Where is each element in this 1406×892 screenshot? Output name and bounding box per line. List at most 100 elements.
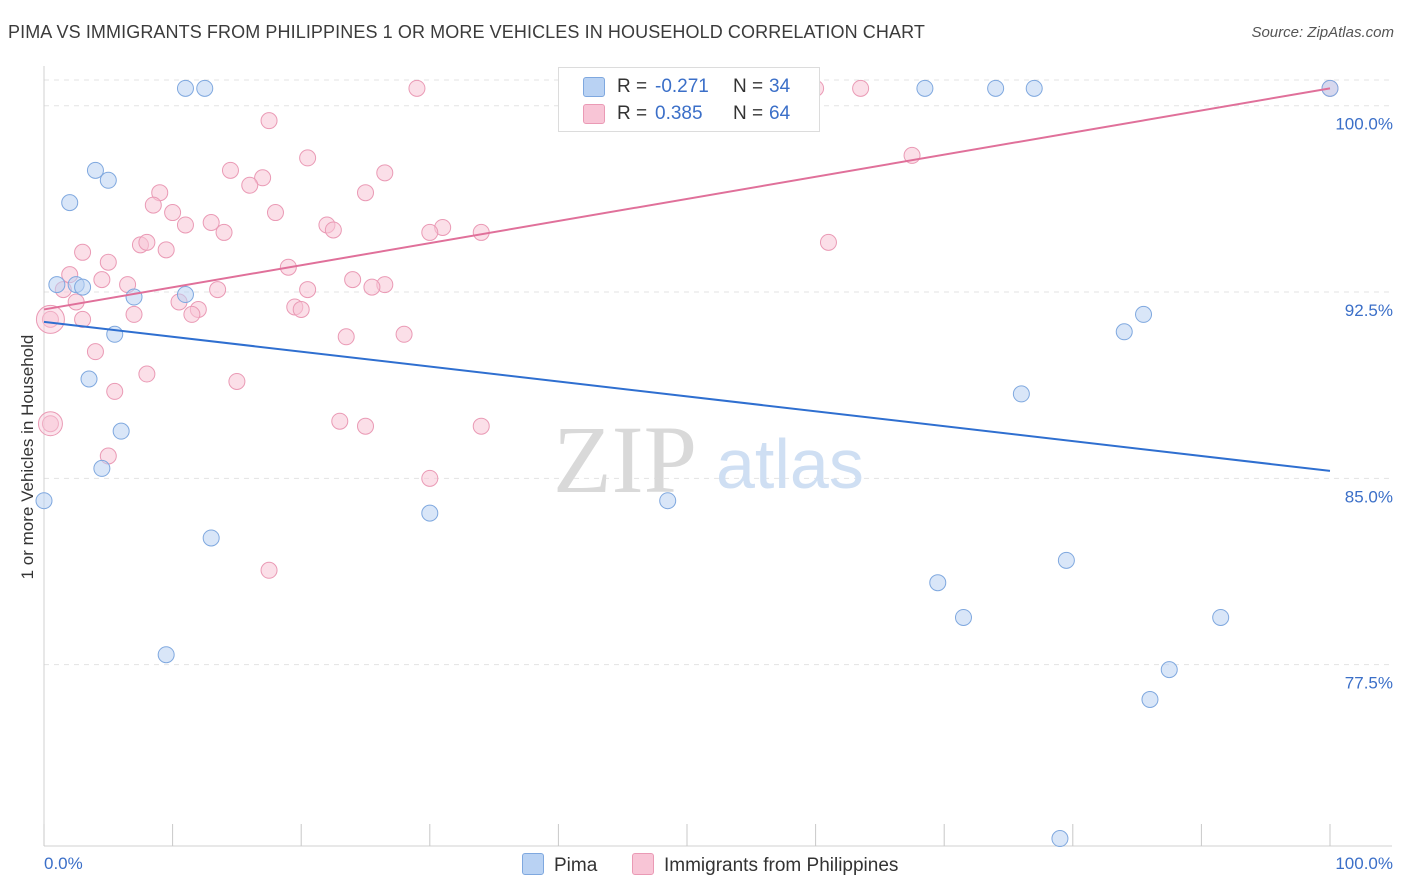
philippines-point [74, 310, 92, 328]
y-tick-label: 85.0% [1345, 487, 1393, 506]
n-label: N = [733, 76, 764, 97]
pima-point [659, 492, 677, 510]
pima-point [1012, 385, 1030, 403]
pima-point [176, 286, 194, 304]
philippines-point [395, 325, 413, 343]
y-axis-label: 1 or more Vehicles in Household [18, 334, 37, 580]
pima-swatch [583, 77, 605, 97]
r-value: 0.385 [655, 103, 703, 124]
pima-point [35, 492, 53, 510]
pima-point [1025, 79, 1043, 97]
r-label: R = [617, 103, 648, 124]
watermark-zip: ZIP [553, 406, 697, 513]
philippines-point [408, 79, 426, 97]
bottom-legend-pima: Pima [522, 853, 597, 877]
pima-point [196, 79, 214, 97]
philippines-point [74, 243, 92, 261]
philippines-point-large [37, 411, 63, 437]
data-points [35, 79, 1339, 848]
philippines-point [183, 305, 201, 323]
philippines-point [324, 221, 342, 239]
philippines-point [357, 417, 374, 435]
watermark: ZIP atlas [553, 406, 864, 513]
pima-point [74, 278, 92, 296]
philippines-point [138, 233, 156, 251]
bottom-legend-philippines: Immigrants from Philippines [632, 853, 898, 877]
r-label: R = [617, 76, 648, 97]
philippines-point [299, 149, 317, 167]
philippines-point [138, 365, 156, 383]
philippines-point [260, 561, 278, 579]
pima-point [987, 79, 1005, 97]
philippines-point [363, 278, 381, 296]
pima-point [99, 171, 117, 189]
pima-point [80, 370, 98, 388]
x-tick-label: 0.0% [44, 854, 83, 873]
philippines-point [209, 281, 227, 299]
y-tick-label: 100.0% [1335, 115, 1393, 134]
philippines-point [299, 281, 317, 299]
n-label: N = [733, 103, 764, 124]
n-value: 64 [769, 103, 791, 124]
philippines-point [344, 271, 362, 289]
x-tick-label: 100.0% [1335, 854, 1393, 873]
pima-legend-label: Pima [554, 855, 598, 876]
y-tick-label: 77.5% [1345, 674, 1393, 693]
pima-point [86, 161, 104, 179]
philippines-point [176, 216, 194, 234]
philippines-point [260, 112, 278, 130]
philippines-point [254, 169, 272, 187]
pima-point [1160, 661, 1178, 679]
philippines-trend-line [43, 87, 1331, 311]
philippines-point [292, 300, 310, 318]
pima-point [112, 422, 130, 440]
pima-point [929, 574, 947, 592]
pima-point [421, 504, 439, 522]
philippines-point [421, 223, 439, 241]
pima-trend-line [43, 320, 1331, 472]
pima-point [48, 276, 66, 294]
pima-point [1212, 608, 1230, 626]
philippines-point [164, 204, 182, 222]
pima-point [1141, 690, 1159, 708]
philippines-point [421, 469, 439, 487]
source-attribution: Source: ZipAtlas.com [1251, 24, 1394, 41]
pima-point [202, 529, 220, 547]
philippines-point [86, 343, 104, 361]
philippines-point [331, 412, 349, 430]
pima-legend-swatch [522, 853, 544, 875]
philippines-point [93, 271, 111, 289]
pima-point [1115, 323, 1133, 341]
stats-legend: R = -0.271 N = 34 R = 0.385 N = 64 [558, 67, 820, 132]
philippines-point [228, 372, 246, 390]
chart-title: PIMA VS IMMIGRANTS FROM PHILIPPINES 1 OR… [8, 22, 925, 42]
pima-point [61, 194, 79, 212]
r-value: -0.271 [655, 76, 709, 97]
y-tick-label: 92.5% [1345, 301, 1393, 320]
pima-point [176, 79, 194, 97]
philippines-point [221, 161, 239, 179]
philippines-swatch [583, 104, 605, 124]
tick-labels: 77.5% 85.0% 92.5% 100.0% 0.0% 100.0% [44, 115, 1393, 873]
pima-point [125, 288, 143, 306]
philippines-point [157, 241, 175, 259]
n-value: 34 [769, 76, 791, 97]
philippines-legend-swatch [632, 853, 654, 875]
philippines-point [376, 164, 394, 182]
philippines-point [241, 176, 259, 194]
philippines-point [144, 196, 162, 214]
pima-point [1051, 830, 1069, 848]
philippines-point [41, 415, 59, 433]
trend-lines [43, 87, 1331, 472]
pima-point [916, 79, 934, 97]
pima-point [157, 646, 175, 664]
philippines-point [819, 233, 837, 251]
philippines-point [472, 417, 490, 435]
philippines-point [125, 305, 143, 323]
philippines-point [337, 328, 355, 346]
philippines-point [202, 213, 220, 231]
philippines-point-large [35, 304, 65, 334]
axes [43, 66, 1392, 847]
philippines-point [852, 79, 870, 97]
